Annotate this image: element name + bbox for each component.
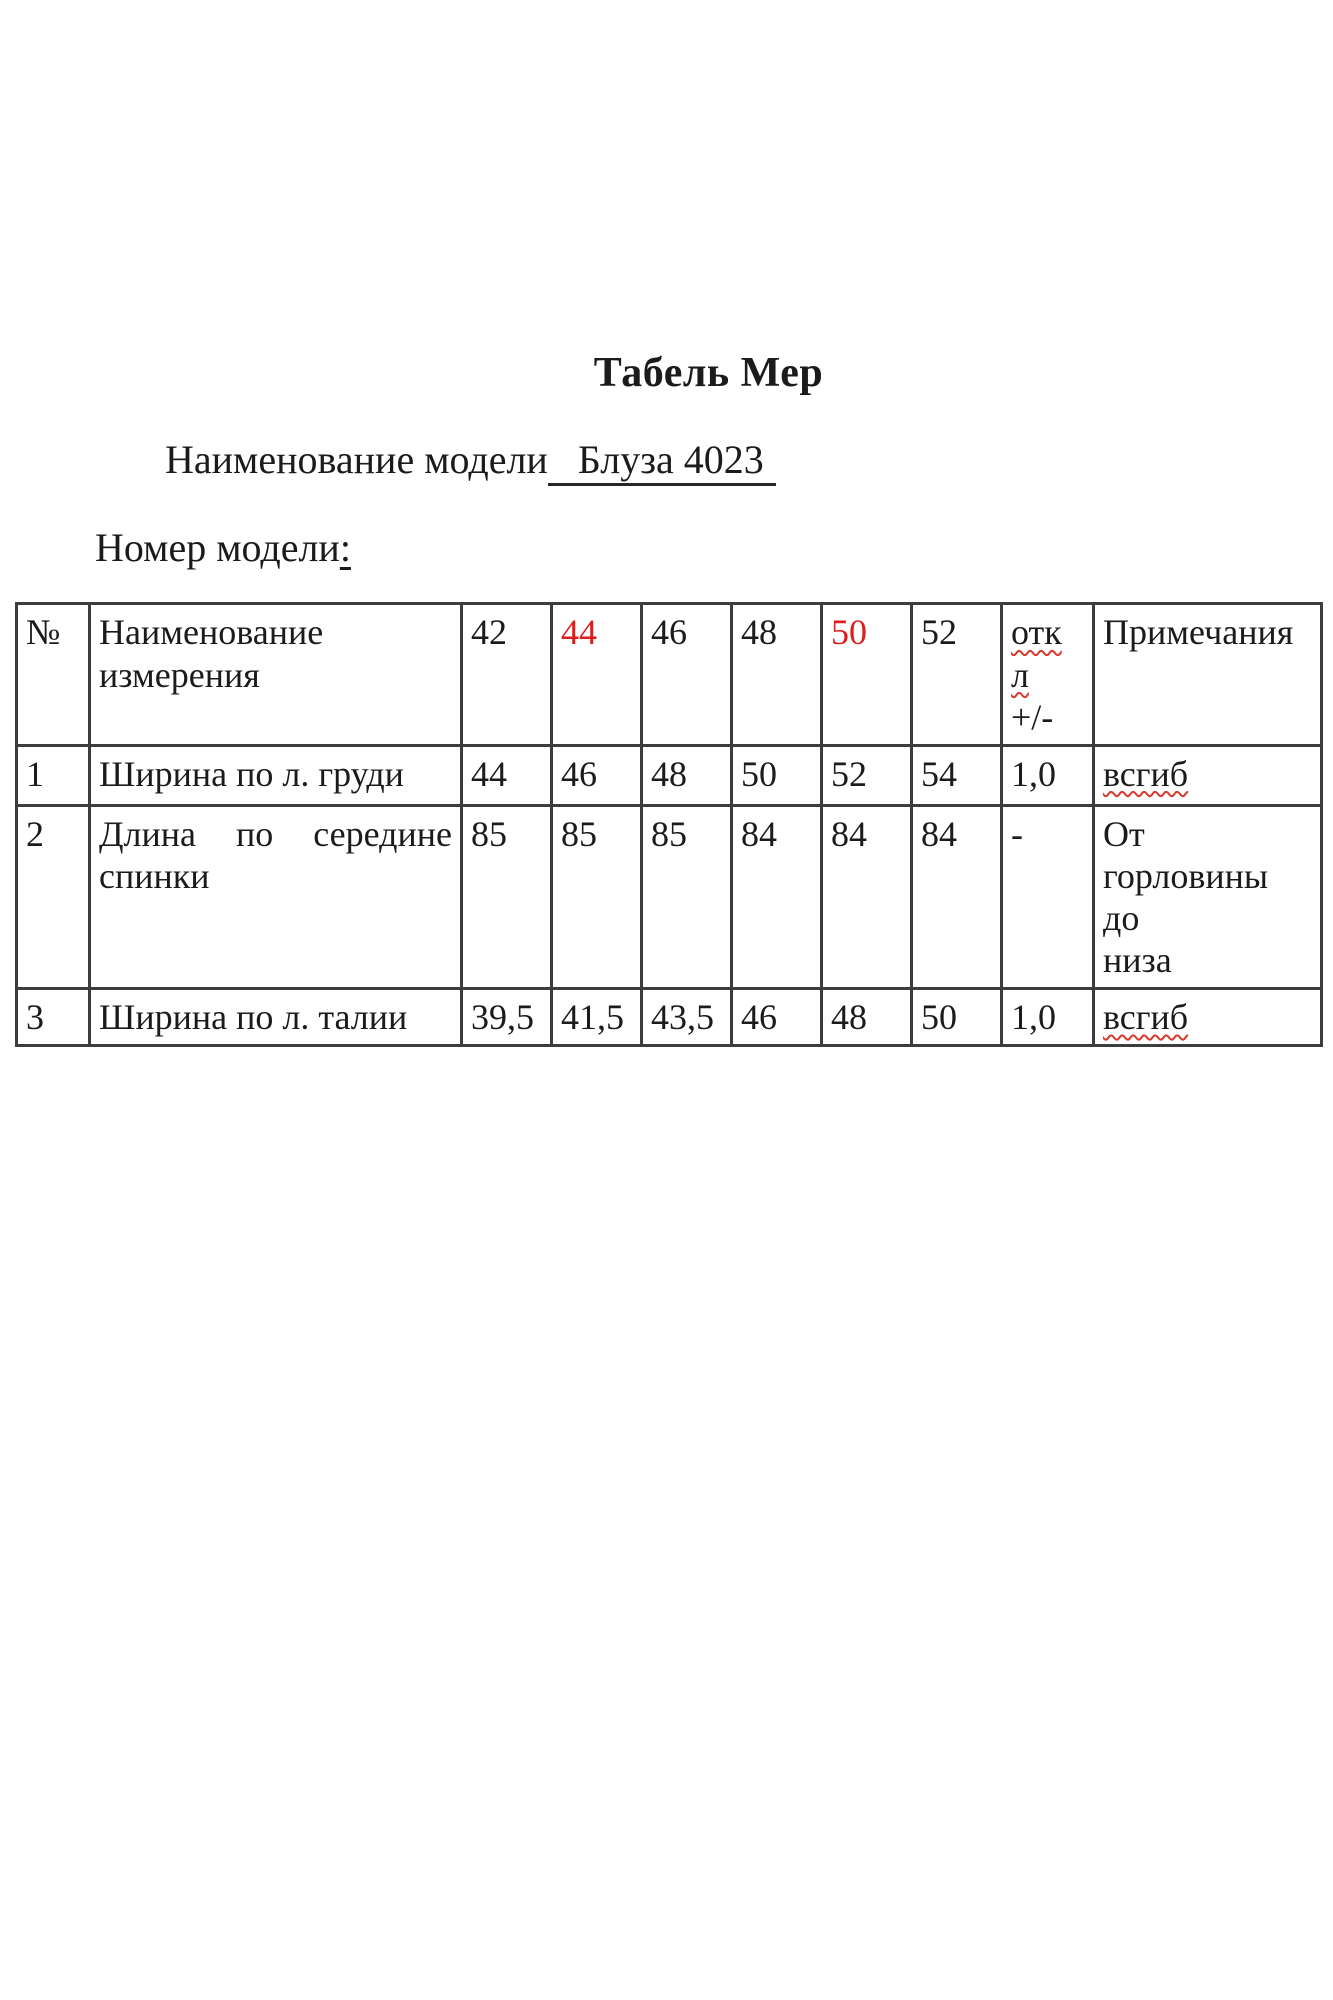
model-number-label: Номер модели xyxy=(95,525,340,571)
header-cell-size-44: 44 xyxy=(550,602,643,747)
model-name-line: Наименование модели Блуза 4023 xyxy=(0,436,1333,487)
size-value-cell: 85 xyxy=(460,803,553,991)
table-row: 1 Ширина по л. груди 44 46 48 50 52 54 1,0 всгиб xyxy=(15,743,1323,807)
table-body: 1 Ширина по л. груди 44 46 48 50 52 54 1,0 всгиб 2… xyxy=(15,743,1323,1048)
header-cell-size-50: 50 xyxy=(820,602,913,747)
size-value-cell: 44 xyxy=(460,743,553,807)
table-header-row: № Наименование измерения 42 44 46 48 50 52 отк… xyxy=(15,602,1323,747)
cell-text: Ширина по л. груди xyxy=(99,753,404,794)
cell-text: отк xyxy=(1011,612,1062,653)
size-value-cell: 48 xyxy=(640,743,733,807)
cell-text: От xyxy=(1103,813,1145,854)
page-title: Табель Мер xyxy=(593,350,824,396)
row-number-cell: 3 xyxy=(15,987,91,1048)
header-cell-notes: Примечания xyxy=(1092,602,1323,747)
deviation-value-cell: - xyxy=(1000,803,1095,991)
size-value-cell: 84 xyxy=(910,803,1003,991)
size-value-cell: 50 xyxy=(730,743,823,807)
header-cell-number: № xyxy=(15,602,91,747)
cell-text: горловины до xyxy=(1103,855,1269,938)
measurement-name-cell: Ширина по л. груди xyxy=(88,743,463,807)
model-number-line: Номер модели: xyxy=(0,524,1333,572)
cell-text: Длина по середине xyxy=(99,813,452,854)
model-name-label: Наименование модели xyxy=(165,437,548,483)
size-value-cell: 43,5 xyxy=(640,987,733,1048)
measurement-name-cell: Ширина по л. талии xyxy=(88,987,463,1048)
size-value-cell: 48 xyxy=(820,987,913,1048)
note-cell: всгиб xyxy=(1092,743,1323,807)
deviation-value-cell: 1,0 xyxy=(1000,743,1095,807)
cell-text: всгиб xyxy=(1103,997,1189,1038)
cell-text: всгиб xyxy=(1103,753,1189,794)
row-number-cell: 2 xyxy=(15,803,91,991)
measurement-name-cell: Длина по середине спинки xyxy=(88,803,463,991)
size-value-cell: 46 xyxy=(730,987,823,1048)
table-row: 3 Ширина по л. талии 39,5 41,5 43,5 46 48 50 1,0… xyxy=(15,987,1323,1048)
size-value-cell: 85 xyxy=(640,803,733,991)
cell-text: низа xyxy=(1103,940,1172,981)
cell-text: спинки xyxy=(99,855,210,896)
size-value-cell: 84 xyxy=(730,803,823,991)
header-cell-size-46: 46 xyxy=(640,602,733,747)
size-value-cell: 85 xyxy=(550,803,643,991)
header-cell-deviation: отк л +/- xyxy=(1000,602,1095,747)
row-number-cell: 1 xyxy=(15,743,91,807)
header-cell-name: Наименование измерения xyxy=(88,602,463,747)
size-value-cell: 52 xyxy=(820,743,913,807)
note-cell: всгиб xyxy=(1092,987,1323,1048)
size-value-cell: 54 xyxy=(910,743,1003,807)
header-cell-size-42: 42 xyxy=(460,602,553,747)
size-value-cell: 50 xyxy=(910,987,1003,1048)
table-row: 2 Длина по середине спинки 85 85 85 84 84 84- От г… xyxy=(15,803,1323,991)
cell-text: л xyxy=(1011,654,1029,695)
size-value-cell: 84 xyxy=(820,803,913,991)
header-cell-size-52: 52 xyxy=(910,602,1003,747)
size-value-cell: 41,5 xyxy=(550,987,643,1048)
header-cell-size-48: 48 xyxy=(730,602,823,747)
deviation-value-cell: 1,0 xyxy=(1000,987,1095,1048)
measurements-table: № Наименование измерения 42 44 46 48 50 52 отк… xyxy=(15,602,1323,1048)
size-value-cell: 46 xyxy=(550,743,643,807)
model-number-colon: : xyxy=(339,525,351,571)
cell-text: Ширина по л. талии xyxy=(99,997,408,1038)
cell-text: +/- xyxy=(1011,696,1054,737)
note-cell: От горловины до низа xyxy=(1092,803,1323,991)
model-name-value: Блуза 4023 xyxy=(547,437,776,487)
size-value-cell: 39,5 xyxy=(460,987,553,1048)
